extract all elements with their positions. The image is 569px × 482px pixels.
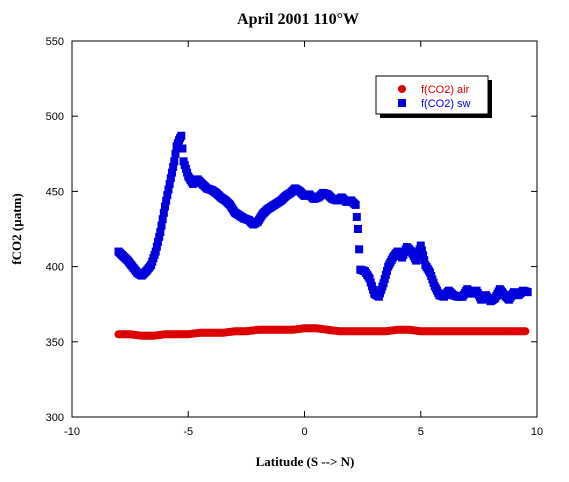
sw-point xyxy=(380,275,389,284)
sw-point xyxy=(151,247,160,256)
sw-point xyxy=(157,221,166,230)
sw-point xyxy=(352,212,361,221)
sw-point xyxy=(165,179,174,188)
sw-point xyxy=(159,208,168,217)
x-tick-label: 0 xyxy=(301,426,307,438)
sw-point xyxy=(381,270,390,279)
y-tick-label: 400 xyxy=(46,262,64,274)
sw-point xyxy=(161,202,169,211)
sw-point xyxy=(417,246,426,255)
legend-sw-label: f(CO2) sw xyxy=(421,98,471,110)
sw-point xyxy=(164,185,173,194)
sw-point xyxy=(152,242,161,251)
x-tick-label: 10 xyxy=(531,426,543,438)
legend: f(CO2) air f(CO2) sw xyxy=(375,75,492,118)
legend-air-marker xyxy=(398,85,406,93)
sw-point xyxy=(420,256,429,265)
sw-point xyxy=(177,131,186,140)
sw-point xyxy=(167,168,176,177)
sw-point xyxy=(416,241,425,250)
y-tick-label: 300 xyxy=(46,412,64,424)
legend-air-label: f(CO2) air xyxy=(421,84,470,96)
y-tick-label: 550 xyxy=(46,36,64,48)
sw-point xyxy=(155,232,164,241)
sw-point xyxy=(523,288,532,297)
legend-sw-marker xyxy=(398,99,406,107)
sw-point xyxy=(169,162,178,171)
sw-point xyxy=(162,196,171,205)
sw-point xyxy=(156,228,165,237)
air-point xyxy=(521,327,530,336)
sw-point xyxy=(158,215,167,224)
sw-point xyxy=(379,279,388,288)
x-tick-label: 5 xyxy=(418,426,424,438)
y-axis-label: fCO2 (µatm) xyxy=(9,193,24,264)
y-tick-label: 500 xyxy=(46,111,64,123)
chart-title: April 2001 110°W xyxy=(237,11,359,28)
legend-box xyxy=(375,75,489,115)
sw-point xyxy=(163,191,172,200)
sw-point xyxy=(353,225,362,233)
sw-point xyxy=(166,174,175,183)
sw-point xyxy=(171,149,180,158)
plot-area: -10 -5 0 5 10 300 350 400 450 500 550 xyxy=(46,36,543,438)
sw-point xyxy=(154,237,163,246)
y-tick-label: 350 xyxy=(46,337,64,349)
x-tick-label: -10 xyxy=(64,426,80,438)
sw-point xyxy=(351,200,360,209)
sw-point xyxy=(419,251,428,260)
sw-point xyxy=(178,144,187,153)
y-tick-label: 450 xyxy=(46,186,64,198)
x-axis-label: Latitude (S --> N) xyxy=(256,454,355,469)
sw-point xyxy=(170,157,179,166)
sw-point xyxy=(355,245,364,254)
sw-point xyxy=(383,266,392,275)
x-tick-label: -5 xyxy=(183,426,193,438)
